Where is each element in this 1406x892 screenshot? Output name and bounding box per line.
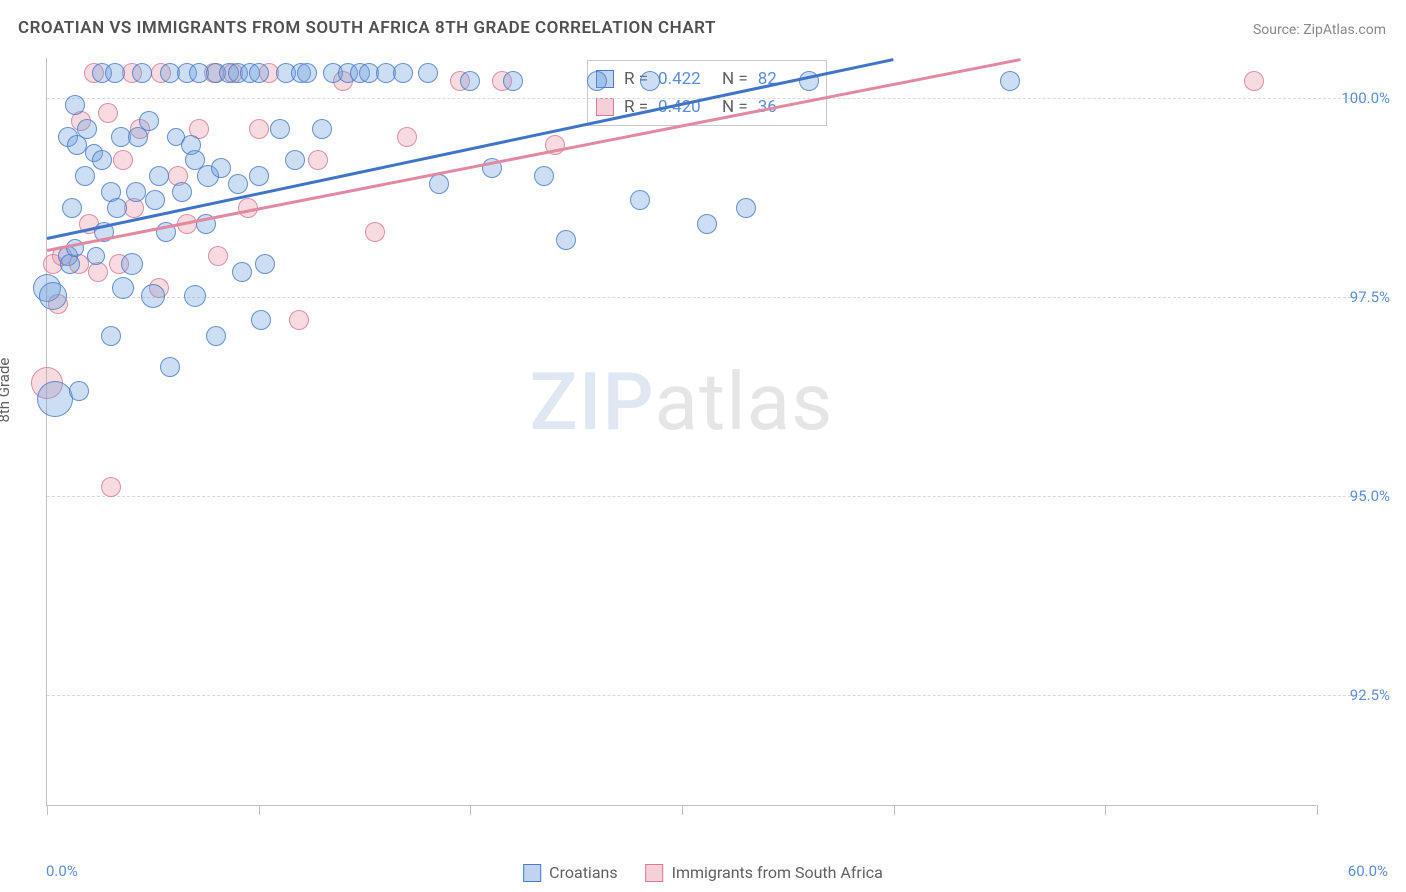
scatter-point xyxy=(37,381,73,417)
scatter-point xyxy=(232,262,252,282)
scatter-point xyxy=(697,214,717,234)
scatter-point xyxy=(630,190,650,210)
scatter-point xyxy=(141,284,165,308)
scatter-point xyxy=(1000,71,1020,91)
scatter-point xyxy=(126,182,146,202)
y-tick-label: 95.0% xyxy=(1350,487,1390,505)
scatter-point xyxy=(101,326,121,346)
scatter-point xyxy=(285,150,305,170)
scatter-point xyxy=(397,127,417,147)
scatter-point xyxy=(587,71,607,91)
scatter-point xyxy=(105,63,125,83)
x-tick xyxy=(47,805,48,815)
x-axis-min-label: 0.0% xyxy=(46,862,78,880)
square-icon xyxy=(596,98,614,116)
square-icon xyxy=(646,864,664,882)
scatter-point xyxy=(121,253,143,275)
scatter-point xyxy=(270,119,290,139)
scatter-point xyxy=(69,381,89,401)
scatter-point xyxy=(249,63,269,83)
x-tick xyxy=(682,805,683,815)
scatter-point xyxy=(460,71,480,91)
scatter-point xyxy=(249,119,269,139)
x-tick xyxy=(894,805,895,815)
scatter-point xyxy=(75,166,95,186)
scatter-point xyxy=(429,174,449,194)
scatter-point xyxy=(112,277,134,299)
scatter-point xyxy=(312,119,332,139)
legend-item-1: Croatians xyxy=(523,863,617,882)
scatter-point xyxy=(62,198,82,218)
scatter-point xyxy=(556,230,576,250)
scatter-point xyxy=(149,166,169,186)
corr-row-1: R = 0.422 N = 82 xyxy=(596,65,812,93)
scatter-point xyxy=(289,310,309,330)
scatter-point xyxy=(1244,71,1264,91)
scatter-point xyxy=(228,174,248,194)
square-icon xyxy=(523,864,541,882)
scatter-point xyxy=(393,63,413,83)
scatter-point xyxy=(365,222,385,242)
scatter-point xyxy=(139,111,159,131)
watermark-zip: ZIP xyxy=(530,355,655,449)
gridline xyxy=(47,695,1366,696)
bottom-legend: Croatians Immigrants from South Africa xyxy=(523,863,883,882)
scatter-point xyxy=(160,357,180,377)
scatter-point xyxy=(255,254,275,274)
scatter-point xyxy=(534,166,554,186)
scatter-point xyxy=(249,166,269,186)
scatter-point xyxy=(251,310,271,330)
y-tick-label: 92.5% xyxy=(1350,686,1390,704)
scatter-point xyxy=(101,477,121,497)
scatter-point xyxy=(88,262,108,282)
legend-label-1: Croatians xyxy=(549,863,617,882)
x-tick xyxy=(470,805,471,815)
scatter-point xyxy=(113,150,133,170)
scatter-point xyxy=(65,95,85,115)
scatter-point xyxy=(60,254,80,274)
watermark-atlas: atlas xyxy=(655,355,834,449)
scatter-point xyxy=(297,63,317,83)
legend-item-2: Immigrants from South Africa xyxy=(646,863,883,882)
scatter-point xyxy=(132,63,152,83)
scatter-point xyxy=(736,198,756,218)
gridline xyxy=(47,297,1366,298)
x-axis-max-label: 60.0% xyxy=(1348,862,1388,880)
gridline xyxy=(47,496,1366,497)
x-tick xyxy=(259,805,260,815)
scatter-point xyxy=(145,190,165,210)
scatter-point xyxy=(98,103,118,123)
y-axis-label: 8th Grade xyxy=(0,358,13,423)
scatter-point xyxy=(92,150,112,170)
x-tick xyxy=(1105,805,1106,815)
y-tick-label: 97.5% xyxy=(1350,288,1390,306)
scatter-point xyxy=(77,119,97,139)
scatter-point xyxy=(308,150,328,170)
scatter-point xyxy=(640,71,660,91)
chart-container: CROATIAN VS IMMIGRANTS FROM SOUTH AFRICA… xyxy=(0,0,1406,892)
plot-area: ZIPatlas R = 0.422 N = 82 R = 0.420 N = … xyxy=(46,58,1316,806)
scatter-point xyxy=(418,63,438,83)
scatter-point xyxy=(208,246,228,266)
scatter-point xyxy=(172,182,192,202)
scatter-point xyxy=(206,326,226,346)
scatter-point xyxy=(211,158,231,178)
chart-title: CROATIAN VS IMMIGRANTS FROM SOUTH AFRICA… xyxy=(18,18,716,38)
r-value-1: 0.422 xyxy=(658,65,712,93)
scatter-point xyxy=(107,198,127,218)
y-tick-label: 100.0% xyxy=(1341,89,1390,107)
scatter-point xyxy=(503,71,523,91)
scatter-point xyxy=(39,282,67,310)
source-label: Source: ZipAtlas.com xyxy=(1253,22,1386,38)
x-tick xyxy=(1317,805,1318,815)
legend-label-2: Immigrants from South Africa xyxy=(672,863,883,882)
scatter-point xyxy=(184,285,206,307)
watermark: ZIPatlas xyxy=(530,355,834,449)
scatter-point xyxy=(87,247,105,265)
